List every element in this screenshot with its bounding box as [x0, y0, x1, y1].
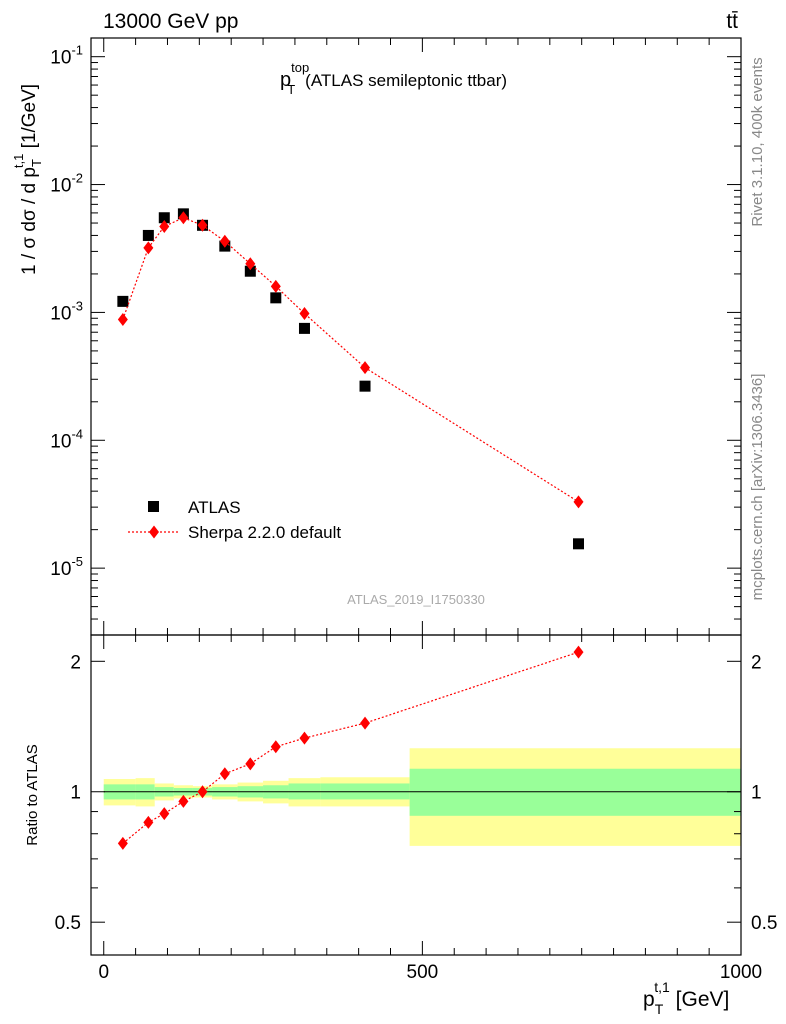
data-series [117, 208, 584, 850]
tick-exponent: -2 [71, 171, 83, 186]
main-y-tick-label: 10-2 [50, 171, 83, 197]
axes-frames [90, 37, 742, 956]
ratio-sherpa-point [117, 836, 128, 850]
tick-base: 10 [50, 48, 71, 69]
main-y-tick-label: 10-1 [50, 43, 83, 69]
tick-base: 10 [50, 303, 71, 324]
ratio-sherpa-point [360, 716, 371, 730]
ylabel-post: [1/GeV] [19, 84, 40, 154]
xlabel-post: [GeV] [670, 988, 730, 1011]
tick-base: 10 [50, 176, 71, 197]
xlabel-pre: p [643, 988, 655, 1011]
ratio-sherpa-point [159, 807, 170, 821]
ylabel-sup: t,1 [11, 154, 26, 168]
xlabel: pTt,1 [GeV] [643, 979, 729, 1017]
ratio-sherpa-point [178, 794, 189, 808]
sherpa-point [159, 219, 170, 233]
ratio-y-tick-label-right: 2 [751, 652, 762, 673]
title-main: p [280, 69, 291, 91]
energy-label: 13000 GeV pp [103, 10, 238, 33]
ratio-sherpa-point [299, 731, 310, 745]
xlabel-sup: t,1 [654, 979, 670, 995]
legend-sherpa-label: Sherpa 2.2.0 default [188, 523, 341, 542]
x-tick-label: 1000 [720, 962, 762, 983]
atlas-data-point [359, 380, 371, 392]
ratio-sherpa-line [122, 651, 579, 844]
sherpa-point [270, 279, 281, 293]
main-ylabel: 1 / σ dσ / d pTt,1 [1/GeV] [11, 84, 44, 275]
main-title: ptop T (ATLAS semileptonic ttbar) [280, 60, 507, 97]
title-sup: top [291, 60, 309, 75]
ratio-sherpa-point [270, 740, 281, 754]
sherpa-point [197, 218, 208, 232]
legend-atlas-label: ATLAS [188, 498, 241, 517]
sherpa-point [178, 211, 189, 225]
sherpa-point [573, 495, 584, 509]
tick-exponent: -1 [71, 43, 83, 58]
tick-exponent: -4 [71, 426, 83, 441]
main-y-tick-label: 10-4 [50, 426, 83, 452]
analysis-id: ATLAS_2019_I1750330 [347, 592, 485, 607]
ratio-sherpa-point [143, 815, 154, 829]
source-label: mcplots.cern.ch [arXiv:1306.3436] [749, 374, 766, 601]
ratio-sherpa-point [245, 757, 256, 771]
tick-base: 10 [50, 431, 71, 452]
xlabel-sub: T [655, 1001, 664, 1017]
ratio-y-tick-label-right: 1 [751, 783, 762, 804]
rivet-label: Rivet 3.1.10, 400k events [749, 57, 766, 226]
sherpa-point [245, 257, 256, 271]
sherpa-point [360, 361, 371, 375]
ratio-y-tick-label-right: 0.5 [751, 913, 777, 934]
x-tick-label: 0 [98, 962, 109, 983]
sherpa-point [219, 234, 230, 248]
ratio-sherpa-point [219, 767, 230, 781]
atlas-data-point [270, 292, 282, 304]
ylabel-pre: 1 / σ dσ / d p [19, 167, 40, 275]
legend-atlas-marker [148, 501, 159, 512]
atlas-data-point [142, 229, 154, 241]
sherpa-line [122, 217, 579, 503]
sherpa-point [117, 313, 128, 327]
atlas-data-point [158, 212, 170, 224]
title-rest: (ATLAS semileptonic ttbar) [305, 71, 507, 90]
atlas-data-point [117, 295, 129, 307]
main-y-tick-label: 10-3 [50, 298, 83, 324]
title-sub: T [287, 82, 295, 97]
sherpa-point [299, 307, 310, 321]
ratio-uncertainty-bands [103, 748, 741, 846]
ratio-y-tick-label: 1 [70, 783, 81, 804]
tick-base: 10 [50, 559, 71, 580]
ratio-sherpa-point [197, 785, 208, 799]
ratio-ylabel: Ratio to ATLAS [24, 744, 41, 845]
atlas-data-point [573, 538, 584, 550]
process-label: tt̄ [726, 10, 738, 33]
ratio-y-tick-label: 2 [70, 652, 81, 673]
ylabel-sub: T [29, 159, 44, 167]
main-y-tick-label: 10-5 [50, 554, 83, 580]
legend-sherpa-marker [149, 525, 159, 539]
tick-exponent: -5 [71, 554, 83, 569]
ratio-plot-frame [90, 634, 742, 956]
tick-exponent: -3 [71, 298, 83, 313]
atlas-data-point [244, 265, 256, 277]
x-tick-label: 500 [407, 962, 439, 983]
ratio-band-inner [409, 768, 741, 816]
atlas-data-point [298, 322, 310, 334]
main-plot-frame [90, 37, 742, 636]
sherpa-point [143, 241, 154, 255]
legend: ATLAS Sherpa 2.2.0 default [128, 498, 341, 542]
ratio-sherpa-point [573, 645, 584, 659]
ratio-y-tick-label: 0.5 [55, 913, 81, 934]
